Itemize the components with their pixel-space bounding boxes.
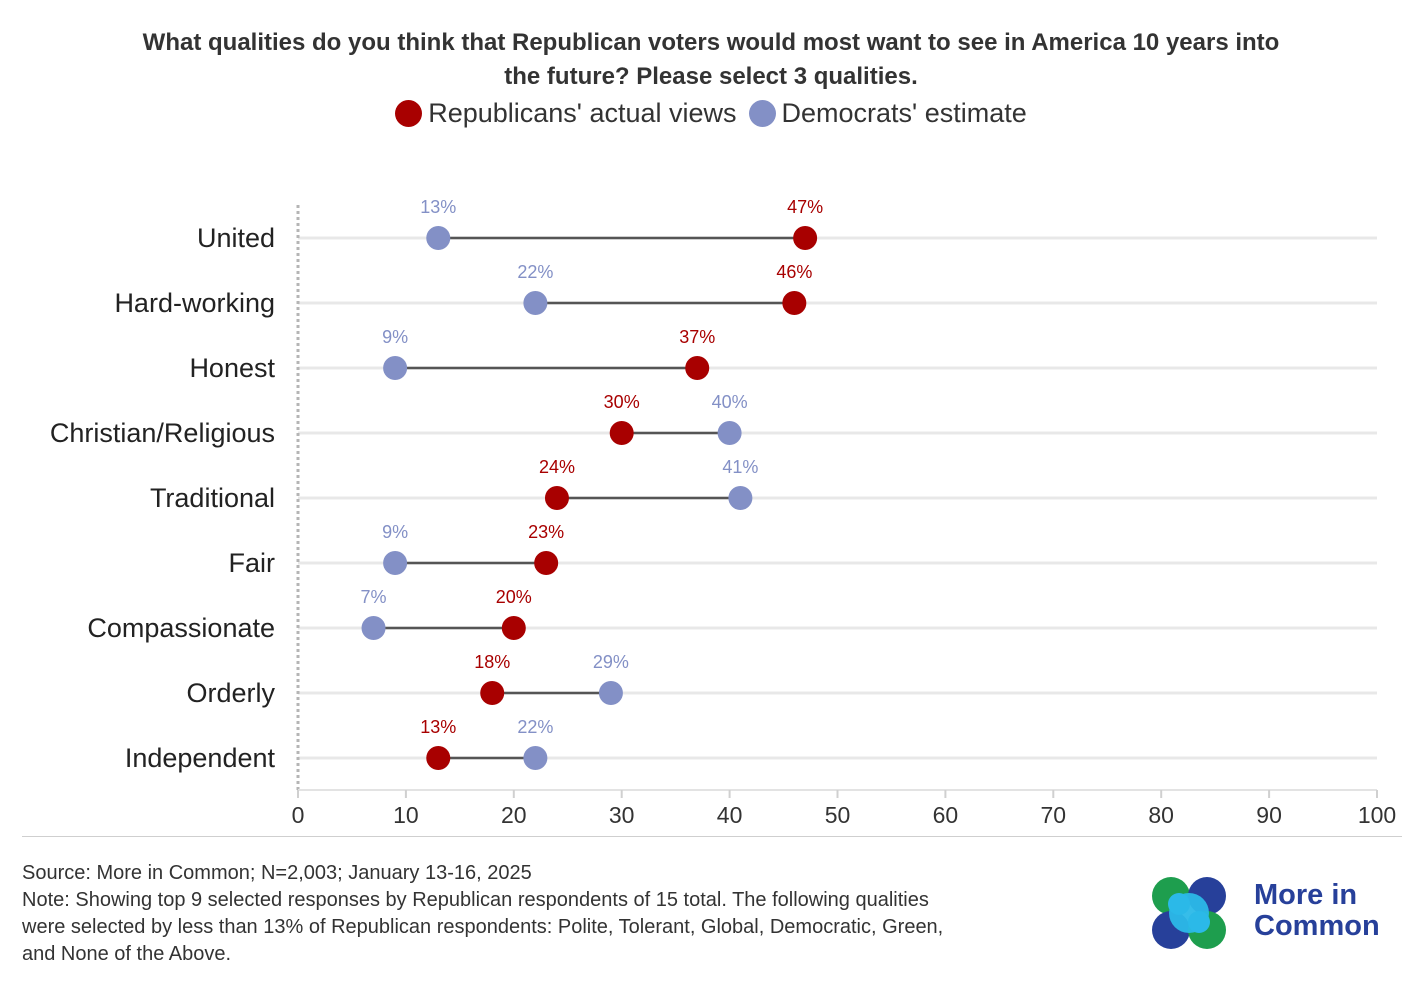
note-line-1: Note: Showing top 9 selected responses b… [22, 889, 929, 911]
x-tick-label: 40 [717, 802, 743, 828]
data-label-democrats: 13% [420, 197, 456, 217]
category-label: Honest [189, 353, 275, 383]
legend: Republicans' actual views Democrats' est… [0, 98, 1422, 129]
logo-text-line-1: More in [1254, 879, 1358, 911]
point-democrats [383, 551, 408, 575]
data-label-republicans: 13% [420, 717, 456, 737]
point-democrats [598, 681, 623, 705]
point-republicans [793, 226, 818, 250]
point-democrats [523, 746, 548, 770]
x-tick-label: 30 [609, 802, 635, 828]
point-democrats [728, 486, 753, 510]
x-tick-label: 70 [1041, 802, 1067, 828]
data-label-democrats: 29% [593, 652, 629, 672]
data-label-republicans: 47% [787, 197, 823, 217]
x-tick-label: 80 [1148, 802, 1174, 828]
data-label-democrats: 9% [382, 327, 408, 347]
data-label-democrats: 9% [382, 522, 408, 542]
legend-label-democrats: Democrats' estimate [781, 98, 1027, 128]
data-label-democrats: 22% [517, 262, 553, 282]
legend-item-republicans: Republicans' actual views [395, 98, 737, 129]
category-label: Independent [125, 743, 276, 773]
footer: Source: More in Common; N=2,003; January… [22, 860, 1122, 968]
legend-marker-democrats [748, 100, 776, 127]
footer-divider [22, 836, 1402, 837]
chart-title-line-1: What qualities do you think that Republi… [142, 29, 1280, 56]
category-label: Compassionate [87, 613, 275, 643]
data-label-republicans: 20% [496, 587, 532, 607]
data-label-democrats: 7% [361, 587, 387, 607]
category-label: United [197, 223, 275, 253]
source-note: Source: More in Common; N=2,003; January… [22, 862, 532, 884]
point-democrats [523, 291, 548, 315]
point-democrats [361, 616, 386, 640]
category-label: Hard-working [114, 288, 275, 318]
data-label-republicans: 46% [776, 262, 812, 282]
point-republicans [480, 681, 505, 705]
data-label-democrats: 22% [517, 717, 553, 737]
point-republicans [426, 746, 451, 770]
logo-text: More in Common [1254, 880, 1380, 942]
data-label-republicans: 24% [539, 457, 575, 477]
chart-title-line-2: the future? Please select 3 qualities. [504, 63, 918, 90]
data-label-republicans: 18% [474, 652, 510, 672]
point-democrats [426, 226, 451, 250]
data-label-republicans: 23% [528, 522, 564, 542]
note-line-2: were selected by less than 13% of Republ… [22, 916, 944, 938]
x-tick-label: 50 [825, 802, 851, 828]
category-label: Traditional [150, 483, 275, 513]
legend-marker-republicans [395, 100, 423, 127]
x-tick-label: 20 [501, 802, 527, 828]
point-republicans [685, 356, 710, 380]
point-democrats [383, 356, 408, 380]
x-tick-label: 90 [1256, 802, 1282, 828]
x-tick-label: 0 [292, 802, 305, 828]
category-label: Fair [229, 548, 276, 578]
category-label: Christian/Religious [50, 418, 275, 448]
x-tick-label: 10 [393, 802, 419, 828]
point-democrats [717, 421, 742, 445]
data-label-republicans: 30% [604, 392, 640, 412]
category-label: Orderly [186, 678, 275, 708]
point-republicans [782, 291, 807, 315]
more-in-common-logo: More in Common [1150, 875, 1410, 951]
point-republicans [544, 486, 569, 510]
legend-item-democrats: Democrats' estimate [748, 98, 1027, 129]
data-label-republicans: 37% [679, 327, 715, 347]
point-republicans [534, 551, 559, 575]
logo-text-line-2: Common [1254, 910, 1380, 942]
logo-mark-icon [1152, 877, 1226, 949]
point-republicans [501, 616, 526, 640]
chart-title: What qualities do you think that Republi… [0, 26, 1422, 94]
x-tick-label: 60 [933, 802, 959, 828]
note-line-3: and None of the Above. [22, 943, 232, 965]
data-label-democrats: 40% [712, 392, 748, 412]
data-label-democrats: 41% [722, 457, 758, 477]
x-tick-label: 100 [1358, 802, 1396, 828]
legend-label-republicans: Republicans' actual views [428, 98, 737, 128]
point-republicans [609, 421, 634, 445]
